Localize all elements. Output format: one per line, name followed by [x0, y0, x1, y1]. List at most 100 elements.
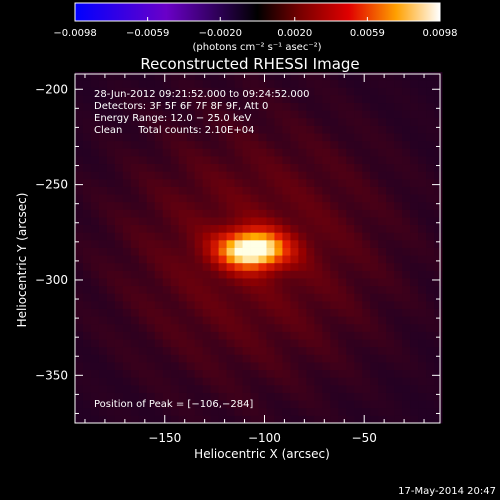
heatmap-cell	[82, 346, 92, 355]
heatmap-cell	[98, 300, 108, 309]
heatmap-cell	[138, 392, 148, 401]
heatmap-cell	[282, 293, 291, 302]
heatmap-cell	[250, 377, 259, 386]
heatmap-cell	[434, 407, 443, 416]
heatmap-cell	[186, 148, 196, 157]
heatmap-cell	[378, 224, 387, 233]
heatmap-cell	[266, 79, 275, 88]
heatmap-cell	[186, 87, 196, 96]
heatmap-cell	[354, 331, 363, 340]
heatmap-cell	[298, 316, 307, 325]
heatmap-cell	[106, 140, 116, 149]
heatmap-cell	[210, 262, 220, 271]
heatmap-cell	[178, 239, 188, 248]
heatmap-cell	[314, 369, 323, 378]
heatmap-cell	[418, 125, 427, 134]
heatmap-cell	[266, 239, 275, 248]
heatmap-cell	[282, 323, 291, 332]
heatmap-cell	[306, 79, 315, 88]
heatmap-cell	[386, 110, 395, 119]
heatmap-cell	[130, 125, 140, 134]
heatmap-cell	[194, 415, 204, 424]
heatmap-cell	[194, 217, 204, 226]
heatmap-cell	[402, 209, 411, 218]
heatmap-cell	[338, 209, 347, 218]
heatmap-cell	[418, 186, 427, 195]
heatmap-cell	[370, 407, 379, 416]
heatmap-cell	[346, 361, 355, 370]
heatmap-cell	[434, 125, 443, 134]
heatmap-cell	[242, 72, 251, 81]
heatmap-cell	[234, 94, 243, 104]
heatmap-cell	[98, 262, 108, 271]
heatmap-cell	[266, 392, 275, 401]
heatmap-cell	[346, 255, 355, 264]
heatmap-cell	[194, 262, 204, 271]
heatmap-cell	[170, 94, 180, 104]
heatmap-cell	[330, 407, 339, 416]
heatmap-cell	[354, 102, 363, 111]
heatmap-cell	[146, 400, 156, 409]
heatmap-cell	[426, 247, 435, 256]
heatmap-cell	[298, 194, 307, 203]
heatmap-cell	[362, 117, 371, 126]
heatmap-cell	[202, 171, 212, 180]
heatmap-cell	[82, 377, 92, 386]
heatmap-cell	[258, 316, 267, 325]
heatmap-cell	[258, 262, 267, 271]
heatmap-cell	[330, 217, 339, 226]
heatmap-cell	[106, 377, 116, 386]
heatmap-cell	[106, 354, 116, 363]
heatmap-cell	[298, 117, 307, 126]
heatmap-cell	[114, 117, 124, 126]
heatmap-cell	[290, 293, 299, 302]
heatmap-cell	[170, 278, 180, 287]
heatmap-cell	[210, 79, 220, 88]
heatmap-cell	[290, 239, 299, 248]
heatmap-cell	[98, 224, 108, 233]
heatmap-cell	[354, 400, 363, 409]
heatmap-cell	[90, 339, 100, 348]
heatmap-cell	[386, 94, 395, 104]
heatmap-cell	[162, 293, 172, 302]
heatmap-cell	[370, 79, 379, 88]
heatmap-cell	[322, 384, 331, 393]
heatmap-cell	[98, 415, 108, 424]
heatmap-cell	[434, 377, 443, 386]
heatmap-cell	[82, 392, 92, 401]
heatmap-cell	[314, 323, 323, 332]
heatmap-cell	[386, 178, 395, 187]
heatmap-cell	[322, 72, 331, 81]
heatmap-cell	[250, 148, 259, 157]
heatmap-cell	[370, 331, 379, 340]
heatmap-cell	[434, 316, 443, 325]
heatmap-cell	[218, 384, 227, 393]
heatmap-cell	[266, 323, 275, 332]
heatmap-cell	[354, 110, 363, 119]
heatmap-cell	[394, 247, 403, 256]
chart-title: Reconstructed RHESSI Image	[140, 55, 359, 73]
heatmap-cell	[226, 354, 235, 363]
heatmap-cell	[306, 87, 315, 96]
heatmap-cell	[386, 232, 395, 241]
heatmap-cell	[290, 117, 299, 126]
heatmap-cell	[266, 316, 275, 325]
heatmap-cell	[370, 148, 379, 157]
heatmap-cell	[234, 140, 243, 149]
heatmap-cell	[274, 186, 283, 195]
heatmap-cell	[322, 278, 331, 287]
heatmap-cell	[290, 278, 299, 287]
heatmap-cell	[258, 94, 267, 104]
heatmap-cell	[146, 415, 156, 424]
heatmap-cell	[98, 94, 108, 104]
heatmap-cell	[378, 400, 387, 409]
heatmap-cell	[186, 209, 196, 218]
heatmap-cell	[90, 369, 100, 378]
heatmap-cell	[274, 79, 283, 88]
heatmap-cell	[346, 293, 355, 302]
heatmap-cell	[354, 316, 363, 325]
heatmap-cell	[354, 339, 363, 348]
heatmap-cell	[162, 278, 172, 287]
heatmap-cell	[282, 384, 291, 393]
heatmap-cell	[234, 178, 243, 187]
